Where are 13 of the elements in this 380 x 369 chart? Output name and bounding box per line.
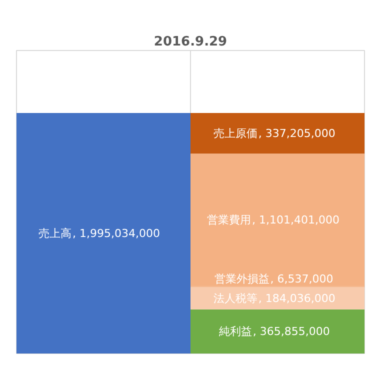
series-label: 営業費用: [207, 214, 251, 227]
data-label: , 6,537,000: [270, 272, 334, 286]
data-label: , 1,995,034,000: [72, 226, 160, 240]
data-label: , 365,855,000: [252, 324, 330, 338]
series-label: 売上高: [38, 226, 72, 240]
series-label: 営業外損益: [214, 272, 270, 286]
series-label: 売上原価: [213, 126, 258, 140]
series-label: 法人税等: [213, 292, 258, 305]
chart-title: 2016.9.29: [154, 34, 228, 50]
series-label: 純利益: [218, 324, 252, 338]
data-label: , 337,205,000: [258, 126, 336, 140]
data-label: , 1,101,401,000: [252, 214, 340, 227]
data-label: , 184,036,000: [258, 292, 336, 305]
